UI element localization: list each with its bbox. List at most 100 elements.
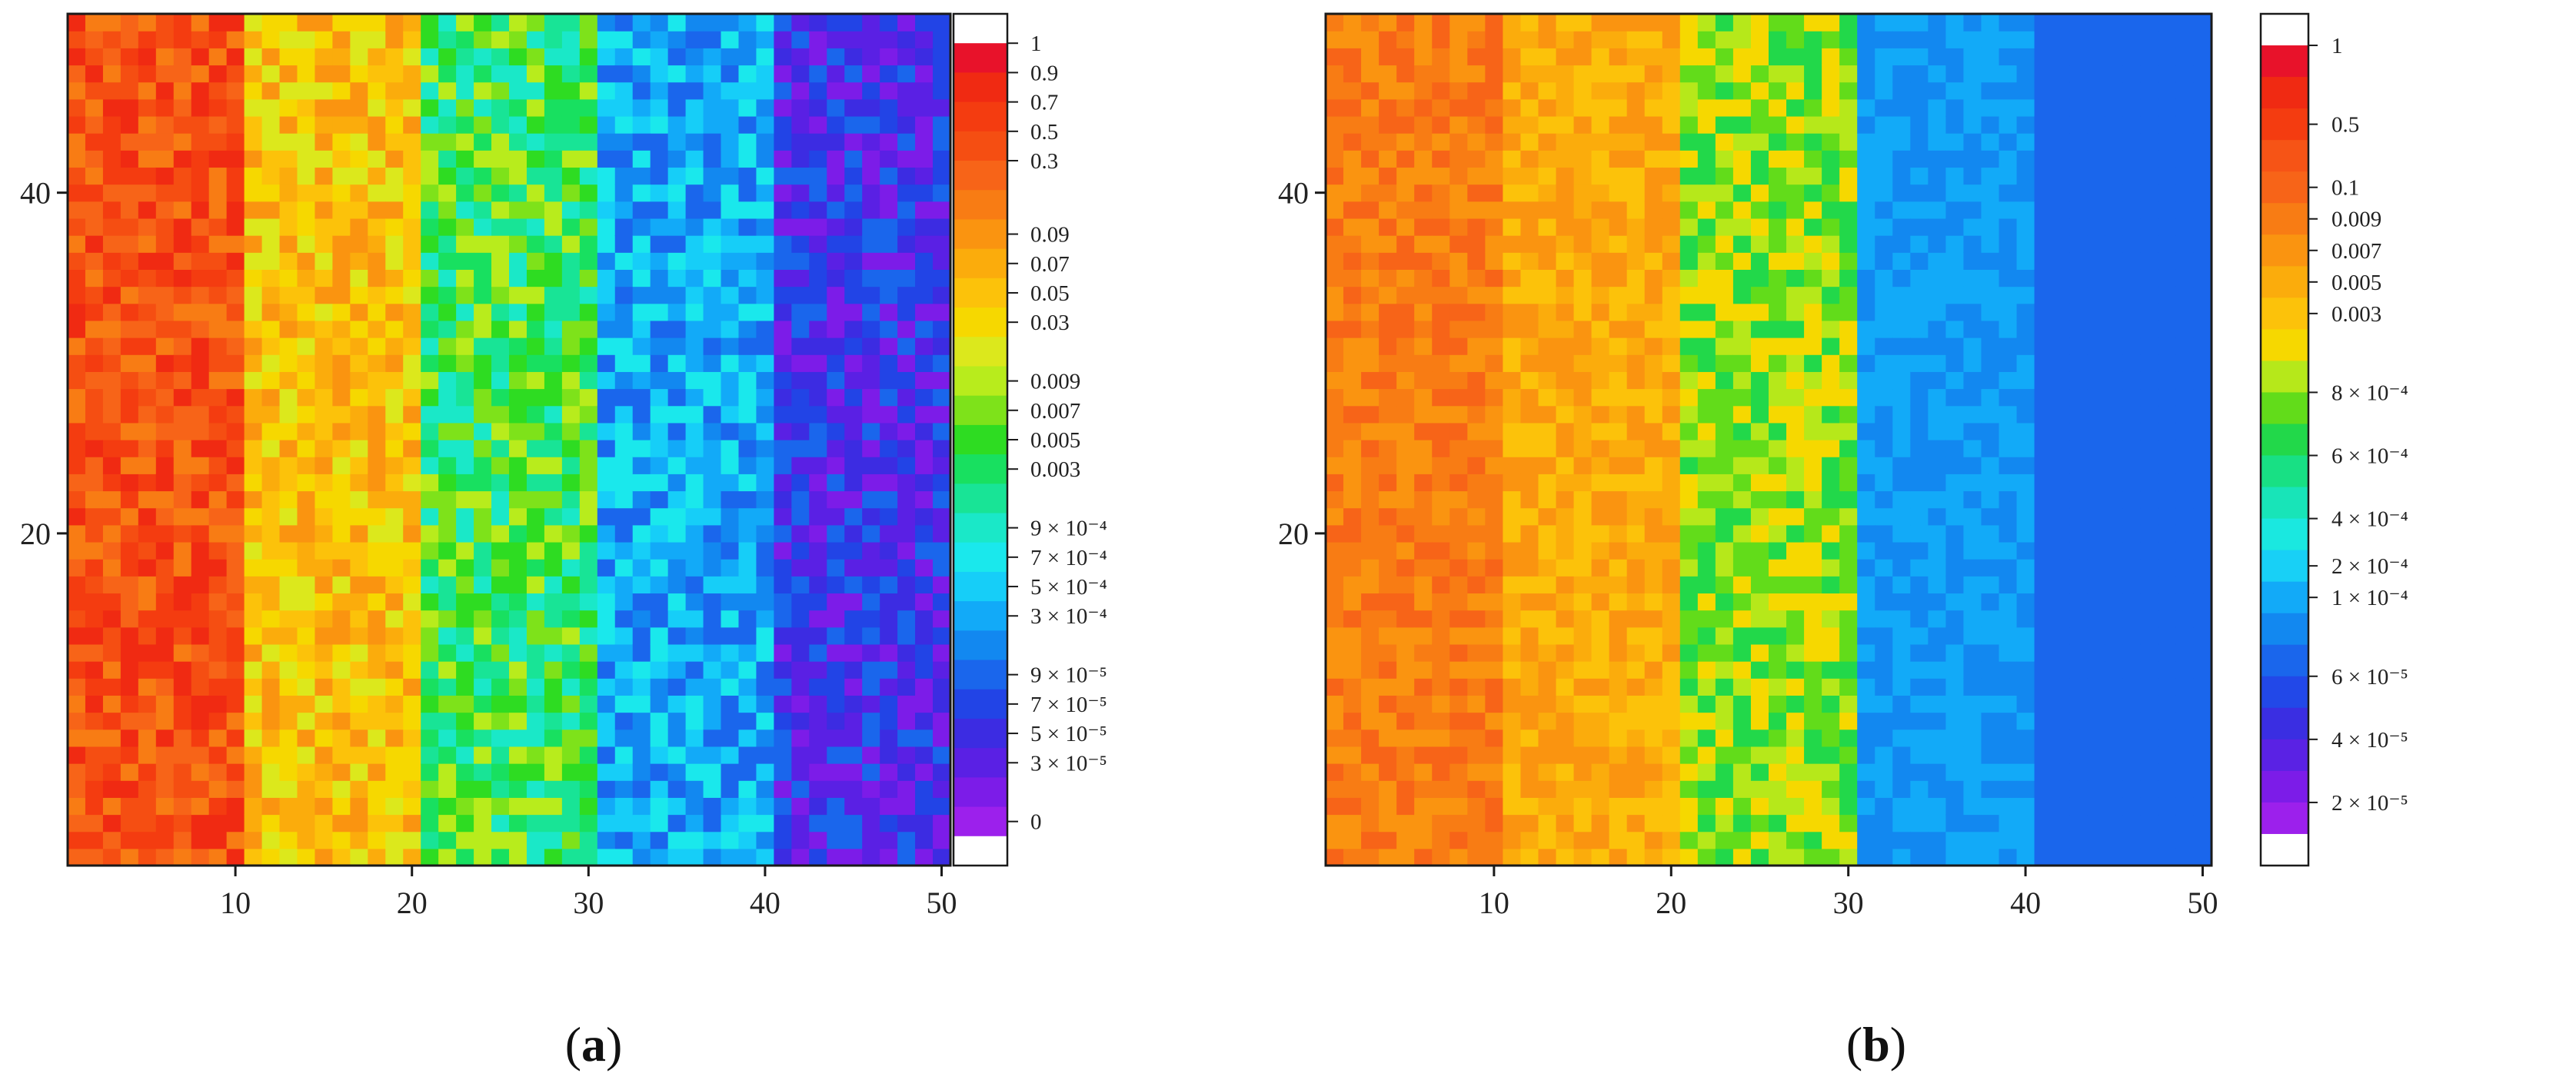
heatmap-cell bbox=[614, 218, 634, 236]
heatmap-cell bbox=[1750, 814, 1769, 832]
heatmap-cell bbox=[385, 115, 404, 134]
heatmap-cell bbox=[102, 98, 121, 117]
heatmap-cell bbox=[632, 712, 651, 730]
heatmap-cell bbox=[491, 524, 510, 543]
heatmap-cell bbox=[1732, 457, 1752, 474]
heatmap-cell bbox=[1963, 354, 1982, 372]
heatmap-cell bbox=[544, 763, 563, 781]
heatmap-cell bbox=[2140, 848, 2159, 866]
heatmap-cell bbox=[632, 184, 651, 202]
heatmap-cell bbox=[2034, 133, 2053, 151]
heatmap-cell bbox=[332, 626, 351, 645]
heatmap-cell bbox=[297, 48, 316, 66]
heatmap-cell bbox=[509, 593, 528, 611]
heatmap-cell bbox=[1697, 65, 1716, 83]
heatmap-cell bbox=[1839, 610, 1858, 628]
heatmap-cell bbox=[1343, 695, 1362, 713]
heatmap-cell bbox=[1963, 440, 1982, 457]
heatmap-cell bbox=[791, 31, 810, 48]
heatmap-cell bbox=[862, 831, 880, 849]
heatmap-cell bbox=[1449, 661, 1468, 679]
heatmap-cell bbox=[1999, 320, 2018, 338]
heatmap-cell bbox=[1538, 422, 1557, 440]
heatmap-cell bbox=[1910, 354, 1929, 372]
heatmap-cell bbox=[1928, 252, 1946, 270]
heatmap-cell bbox=[756, 81, 774, 100]
heatmap-cell bbox=[809, 201, 827, 219]
colorbar-tick-label: 0.5 bbox=[1030, 120, 1058, 145]
heatmap-cell bbox=[579, 559, 598, 577]
heatmap-cell bbox=[279, 388, 298, 407]
heatmap-cell bbox=[315, 763, 333, 781]
heatmap-cell bbox=[1644, 98, 1663, 117]
heatmap-cell bbox=[1573, 81, 1593, 100]
heatmap-cell bbox=[1945, 831, 1965, 849]
heatmap-cell bbox=[2069, 695, 2088, 713]
heatmap-cell bbox=[721, 746, 740, 764]
heatmap-cell bbox=[1556, 831, 1575, 849]
heatmap-cell bbox=[68, 610, 86, 628]
heatmap-cell bbox=[1520, 763, 1539, 781]
heatmap-cell bbox=[1485, 626, 1503, 645]
heatmap-cell bbox=[138, 626, 157, 645]
heatmap-cell bbox=[2016, 133, 2035, 151]
heatmap-cell bbox=[827, 746, 845, 764]
heatmap-cell bbox=[1697, 593, 1716, 611]
heatmap-cell bbox=[614, 831, 634, 849]
heatmap-cell bbox=[721, 371, 740, 390]
heatmap-cell bbox=[1414, 576, 1433, 594]
heatmap-cell bbox=[1556, 150, 1575, 168]
heatmap-cell bbox=[1503, 337, 1522, 355]
heatmap-cell bbox=[191, 303, 210, 321]
heatmap-cell bbox=[1963, 457, 1982, 474]
heatmap-cell bbox=[738, 729, 757, 747]
heatmap-cell bbox=[614, 14, 634, 32]
heatmap-cell bbox=[1485, 81, 1503, 100]
heatmap-cell bbox=[1609, 150, 1628, 168]
heatmap-cell bbox=[1449, 746, 1468, 764]
heatmap-cell bbox=[1910, 201, 1929, 219]
heatmap-cell bbox=[1626, 746, 1646, 764]
heatmap-cell bbox=[68, 14, 86, 32]
heatmap-cell bbox=[774, 626, 792, 645]
heatmap-cell bbox=[862, 626, 880, 645]
heatmap-cell bbox=[827, 388, 845, 407]
heatmap-cell bbox=[1715, 576, 1734, 594]
heatmap-cell bbox=[509, 831, 528, 849]
heatmap-cell bbox=[368, 354, 386, 372]
heatmap-cell bbox=[844, 150, 863, 168]
heatmap-cell bbox=[614, 848, 634, 866]
heatmap-cell bbox=[1343, 507, 1362, 526]
heatmap-cell bbox=[1432, 440, 1450, 457]
heatmap-cell bbox=[491, 405, 510, 424]
heatmap-cell bbox=[138, 474, 157, 492]
heatmap-cell bbox=[138, 31, 157, 48]
heatmap-cell bbox=[297, 490, 316, 509]
heatmap-cell bbox=[138, 507, 157, 526]
heatmap-cell bbox=[561, 831, 581, 849]
heatmap-cell bbox=[155, 388, 175, 407]
heatmap-cell bbox=[1875, 626, 1893, 645]
heatmap-cell bbox=[650, 337, 669, 355]
heatmap-cell bbox=[68, 729, 86, 747]
heatmap-cell bbox=[332, 729, 351, 747]
heatmap-cell bbox=[2052, 746, 2071, 764]
heatmap-cell bbox=[1999, 626, 2018, 645]
heatmap-cell bbox=[1875, 167, 1893, 185]
heatmap-cell bbox=[456, 490, 474, 509]
colorbar-swatch bbox=[954, 395, 1007, 426]
heatmap-cell bbox=[1573, 388, 1593, 407]
heatmap-cell bbox=[1361, 201, 1380, 219]
heatmap-cell bbox=[915, 201, 934, 219]
colorbar-swatch bbox=[954, 337, 1007, 367]
heatmap-cell bbox=[279, 678, 298, 696]
heatmap-cell bbox=[1804, 626, 1822, 645]
heatmap-cell bbox=[403, 167, 421, 185]
heatmap-cell bbox=[421, 661, 439, 679]
heatmap-cell bbox=[244, 474, 263, 492]
heatmap-cell bbox=[226, 626, 245, 645]
heatmap-cell bbox=[368, 201, 386, 219]
heatmap-cell bbox=[1556, 643, 1575, 662]
heatmap-cell bbox=[1945, 303, 1965, 321]
heatmap-cell bbox=[738, 303, 757, 321]
